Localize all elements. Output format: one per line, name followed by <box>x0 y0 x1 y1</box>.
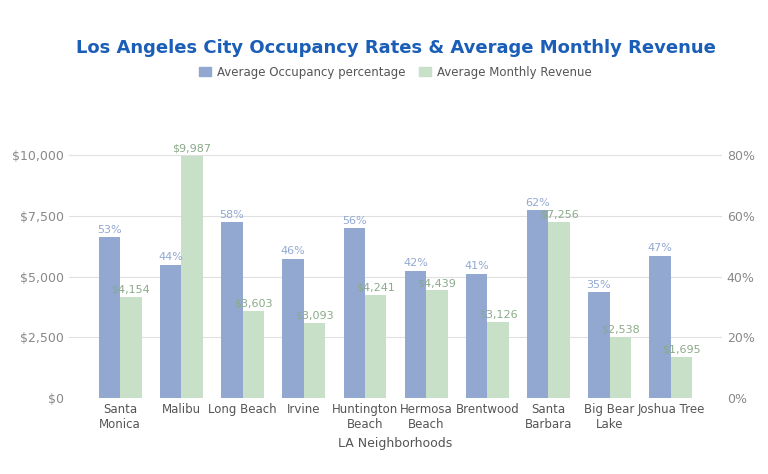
Text: 42%: 42% <box>403 258 428 268</box>
Bar <box>588 292 610 398</box>
Text: 47%: 47% <box>647 243 673 253</box>
Bar <box>121 297 141 398</box>
Bar <box>487 322 508 398</box>
Text: $4,439: $4,439 <box>417 278 456 288</box>
Text: $1,695: $1,695 <box>662 345 701 355</box>
Bar <box>670 357 692 398</box>
Text: $4,154: $4,154 <box>111 285 151 295</box>
Bar <box>527 210 548 398</box>
Text: 62%: 62% <box>525 198 550 208</box>
Legend: Average Occupancy percentage, Average Monthly Revenue: Average Occupancy percentage, Average Mo… <box>194 61 597 84</box>
X-axis label: LA Neighborhoods: LA Neighborhoods <box>339 437 452 449</box>
Bar <box>343 228 365 398</box>
Bar <box>99 237 121 398</box>
Bar <box>650 255 670 398</box>
Bar <box>426 291 448 398</box>
Text: 58%: 58% <box>220 210 244 220</box>
Text: $2,538: $2,538 <box>601 324 640 334</box>
Text: 35%: 35% <box>587 280 611 290</box>
Bar <box>181 156 203 398</box>
Text: 41%: 41% <box>464 261 489 271</box>
Bar <box>405 271 426 398</box>
Text: $9,987: $9,987 <box>173 143 212 154</box>
Bar <box>365 295 386 398</box>
Title: Los Angeles City Occupancy Rates & Average Monthly Revenue: Los Angeles City Occupancy Rates & Avera… <box>75 39 716 57</box>
Text: $3,126: $3,126 <box>478 310 518 320</box>
Bar <box>466 274 487 398</box>
Text: 56%: 56% <box>342 216 366 226</box>
Bar <box>221 222 243 398</box>
Text: $4,241: $4,241 <box>356 283 395 293</box>
Text: $3,603: $3,603 <box>234 298 273 308</box>
Bar <box>283 259 304 398</box>
Bar <box>610 337 631 398</box>
Bar <box>548 222 570 398</box>
Bar <box>160 264 181 398</box>
Text: 44%: 44% <box>158 252 183 262</box>
Text: $7,256: $7,256 <box>540 210 578 219</box>
Text: 53%: 53% <box>98 225 122 235</box>
Text: 46%: 46% <box>280 246 306 256</box>
Bar <box>243 311 264 398</box>
Text: $3,093: $3,093 <box>295 310 334 321</box>
Bar <box>304 323 325 398</box>
